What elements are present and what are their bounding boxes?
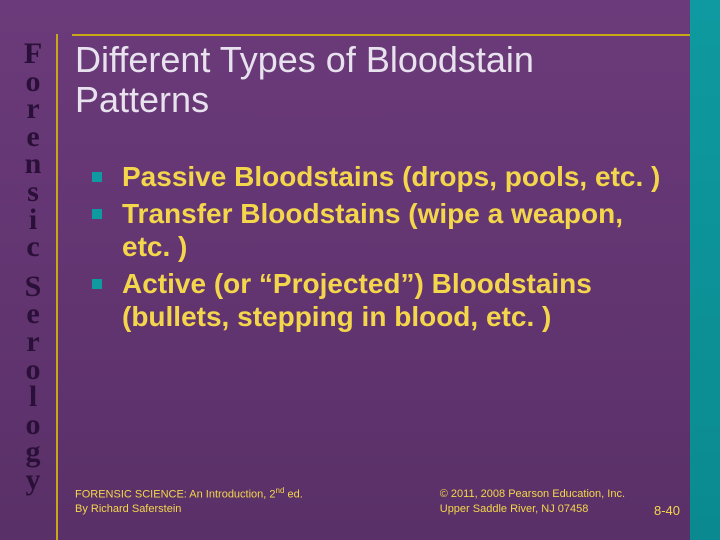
vertical-letter: o <box>26 356 41 384</box>
vertical-letter: g <box>26 438 41 466</box>
footer-book-title: FORENSIC SCIENCE: An Introduction, 2 <box>75 488 276 500</box>
vertical-letter: y <box>26 466 41 494</box>
vertical-chapter-title: ForensicSerology <box>8 40 58 500</box>
vertical-letter: n <box>25 150 42 178</box>
vertical-letter: e <box>26 123 39 151</box>
bullet-list: Passive Bloodstains (drops, pools, etc. … <box>92 160 672 337</box>
vertical-letter: o <box>26 411 41 439</box>
list-item: Passive Bloodstains (drops, pools, etc. … <box>92 160 672 193</box>
vertical-letter: r <box>26 95 39 123</box>
bullet-text: Passive Bloodstains (drops, pools, etc. … <box>122 160 660 193</box>
footer-right: © 2011, 2008 Pearson Education, Inc. Upp… <box>440 487 625 516</box>
vertical-letter: S <box>25 273 42 301</box>
list-item: Active (or “Projected”) Bloodstains (bul… <box>92 267 672 333</box>
vertical-letter: F <box>24 40 42 68</box>
slide-number: 8-40 <box>654 503 680 518</box>
vertical-letter: s <box>27 178 39 206</box>
list-item: Transfer Bloodstains (wipe a weapon, etc… <box>92 197 672 263</box>
slide-title: Different Types of Bloodstain Patterns <box>75 40 675 121</box>
bullet-square-icon <box>92 209 102 219</box>
horizontal-rule <box>72 34 690 36</box>
footer-copyright: © 2011, 2008 Pearson Education, Inc. <box>440 488 625 500</box>
vertical-letter: i <box>29 206 37 234</box>
bullet-square-icon <box>92 172 102 182</box>
footer-author: By Richard Saferstein <box>75 503 181 515</box>
vertical-letter: e <box>26 300 39 328</box>
teal-side-strip <box>690 0 720 540</box>
vertical-letter: o <box>26 68 41 96</box>
bullet-square-icon <box>92 279 102 289</box>
vertical-letter: r <box>26 328 39 356</box>
vertical-letter: c <box>26 233 39 261</box>
slide-content: Different Types of Bloodstain Patterns P… <box>72 0 690 540</box>
vertical-letter: l <box>29 383 37 411</box>
bullet-text: Active (or “Projected”) Bloodstains (bul… <box>122 267 672 333</box>
bullet-text: Transfer Bloodstains (wipe a weapon, etc… <box>122 197 672 263</box>
vertical-rule <box>56 34 58 540</box>
footer-edition-suffix: ed. <box>284 488 302 500</box>
footer-left: FORENSIC SCIENCE: An Introduction, 2nd e… <box>75 486 303 516</box>
footer-address: Upper Saddle River, NJ 07458 <box>440 503 589 515</box>
